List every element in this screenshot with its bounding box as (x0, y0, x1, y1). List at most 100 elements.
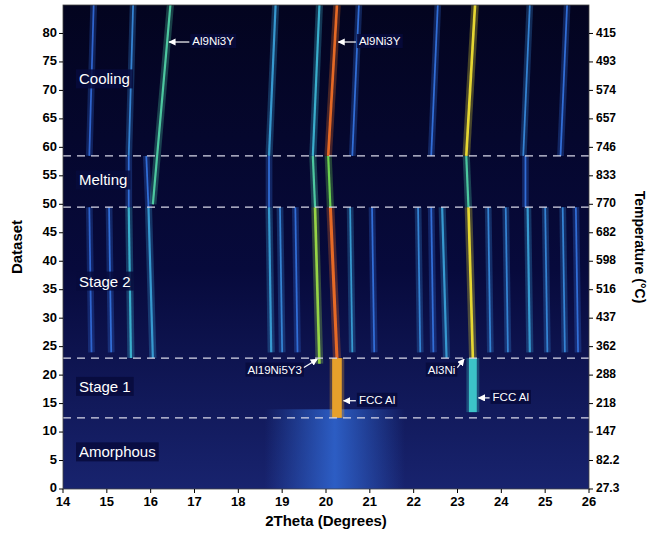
peak (146, 156, 148, 207)
temperature-tick (589, 489, 593, 490)
peak-line (466, 5, 475, 156)
region-labels: AmorphousStage 1Stage 2MeltingCooling (76, 69, 159, 461)
annotation-label: FCC Al (493, 391, 529, 403)
label-patch (76, 272, 134, 291)
y-tick (59, 204, 63, 205)
peak-glow (468, 207, 472, 358)
peak-line (431, 207, 433, 352)
peak-glow (466, 5, 475, 156)
peak-line (352, 5, 359, 156)
annotation-arrow (479, 397, 490, 398)
peak-glow (328, 5, 337, 156)
label-patch (190, 34, 236, 48)
temperature-tick-label: 147 (596, 424, 616, 438)
peak-line (295, 207, 297, 352)
peak-line (328, 156, 330, 207)
peak-glow (350, 207, 352, 352)
x-tick (194, 489, 195, 493)
peak (295, 207, 297, 352)
peak-glow (466, 358, 479, 412)
temperature-tick-label: 657 (596, 111, 616, 125)
region-boundary (63, 206, 589, 207)
x-tick (63, 489, 64, 493)
x-tick-label: 22 (406, 494, 420, 509)
plot-frame (63, 5, 589, 489)
peak (269, 5, 276, 156)
temperature-axis-title: Temperature (°C) (632, 191, 648, 304)
peak-line (468, 207, 472, 358)
peak-glow (266, 156, 273, 207)
peak-glow (352, 5, 359, 156)
peak-line (268, 156, 270, 207)
peak-line (315, 207, 319, 364)
peak (330, 207, 337, 358)
temperature-tick (589, 318, 593, 319)
peak (153, 5, 171, 204)
x-tick-label: 21 (363, 494, 377, 509)
x-tick (106, 489, 107, 493)
peak-line (332, 358, 342, 418)
peak (466, 156, 468, 207)
y-tick (59, 375, 63, 376)
temperature-tick-label: 288 (596, 367, 616, 381)
peak-line (313, 156, 315, 207)
y-tick-label: 80 (43, 25, 57, 40)
peak-glow (146, 156, 148, 207)
annotation-label: Al19Ni5Y3 (248, 364, 302, 376)
temperature-tick (589, 90, 593, 91)
y-tick (59, 460, 63, 461)
peak-glow (561, 5, 568, 156)
y-tick (59, 175, 63, 176)
plot-area (89, 5, 578, 489)
y-tick (59, 118, 63, 119)
temperature-tick (589, 61, 593, 62)
y-tick (59, 289, 63, 290)
peak (148, 207, 152, 358)
peak-line (506, 207, 508, 352)
peak (280, 207, 282, 352)
temperature-tick (589, 289, 593, 290)
temperature-tick-label: 82.2 (596, 453, 620, 467)
annotation-arrow (457, 359, 464, 367)
temperature-tick-label: 516 (596, 282, 616, 296)
peak-glow (148, 207, 152, 358)
temperature-tick-label: 362 (596, 339, 616, 353)
temperature-tick (589, 118, 593, 119)
x-tick-label: 25 (538, 494, 552, 509)
y-tick-label: 70 (43, 82, 57, 97)
peak-line (442, 207, 446, 358)
peak-line (576, 207, 578, 352)
y-tick (59, 90, 63, 91)
peak (328, 156, 330, 207)
peak (431, 207, 433, 352)
peak-glow (545, 207, 547, 352)
peak-glow (269, 207, 271, 352)
peak (488, 207, 490, 352)
temperature-tick-label: 415 (596, 26, 616, 40)
peak (431, 5, 438, 156)
y-tick-label: 15 (43, 395, 57, 410)
temperature-tick (589, 403, 593, 404)
peak (315, 207, 319, 364)
label-patch (76, 442, 159, 461)
x-tick-label: 17 (187, 494, 201, 509)
peak-line (350, 207, 352, 352)
y-tick (59, 33, 63, 34)
temperature-tick (589, 232, 593, 233)
peak-line (469, 358, 477, 412)
x-tick (457, 489, 458, 493)
peak (563, 207, 565, 352)
label-patch (246, 363, 304, 377)
annotation-arrow (344, 400, 356, 401)
peak (561, 5, 568, 156)
temperature-tick (589, 175, 593, 176)
peak (576, 207, 578, 352)
peak-line (525, 156, 527, 207)
peak-glow (563, 207, 565, 352)
peak-line (313, 5, 320, 156)
y-tick-label: 65 (43, 110, 57, 125)
y-axis-title: Dataset (8, 220, 25, 274)
peak (472, 358, 473, 412)
peak-glow (523, 5, 530, 156)
x-tick (545, 489, 546, 493)
